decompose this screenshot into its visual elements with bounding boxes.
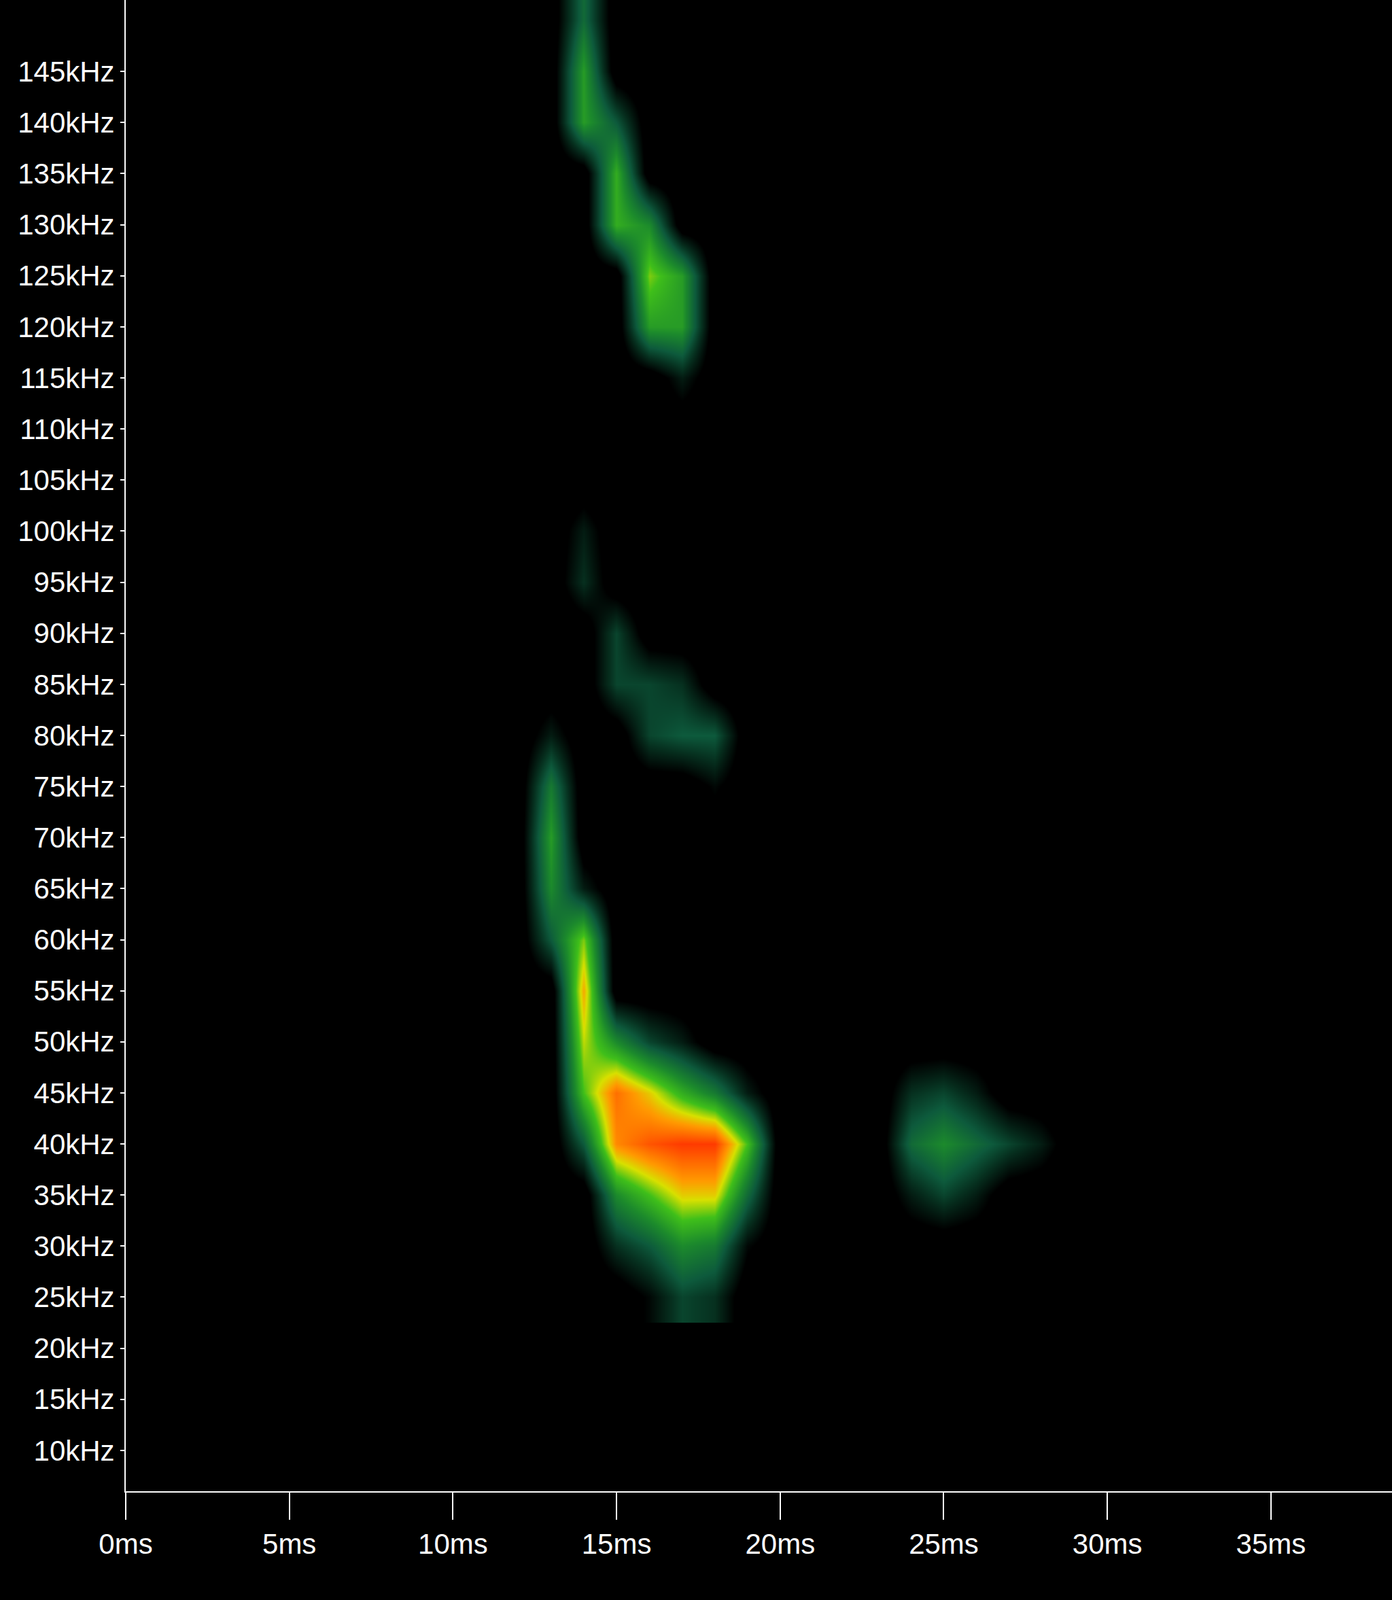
- svg-text:70kHz: 70kHz: [33, 821, 115, 854]
- svg-text:40kHz: 40kHz: [33, 1128, 115, 1161]
- svg-text:130kHz: 130kHz: [17, 208, 115, 241]
- svg-text:15kHz: 15kHz: [33, 1383, 115, 1416]
- svg-text:20ms: 20ms: [744, 1527, 815, 1560]
- svg-text:85kHz: 85kHz: [33, 668, 115, 701]
- svg-text:95kHz: 95kHz: [33, 566, 115, 599]
- svg-text:120kHz: 120kHz: [17, 311, 115, 344]
- svg-text:35kHz: 35kHz: [33, 1179, 115, 1212]
- svg-text:0ms: 0ms: [98, 1527, 153, 1560]
- svg-text:50kHz: 50kHz: [33, 1025, 115, 1058]
- svg-text:80kHz: 80kHz: [33, 719, 115, 752]
- svg-text:110kHz: 110kHz: [19, 413, 115, 446]
- svg-text:30ms: 30ms: [1072, 1527, 1143, 1560]
- svg-text:125kHz: 125kHz: [17, 259, 115, 292]
- svg-text:55kHz: 55kHz: [33, 974, 115, 1007]
- svg-text:45kHz: 45kHz: [33, 1077, 115, 1110]
- svg-text:15ms: 15ms: [581, 1527, 652, 1560]
- svg-text:65kHz: 65kHz: [33, 872, 115, 905]
- svg-text:30kHz: 30kHz: [33, 1230, 115, 1263]
- svg-text:60kHz: 60kHz: [33, 923, 115, 956]
- svg-text:5ms: 5ms: [262, 1527, 317, 1560]
- svg-text:20kHz: 20kHz: [33, 1332, 115, 1365]
- svg-text:90kHz: 90kHz: [33, 617, 115, 650]
- svg-text:75kHz: 75kHz: [33, 770, 115, 803]
- svg-text:115kHz: 115kHz: [19, 362, 115, 395]
- svg-text:10kHz: 10kHz: [33, 1434, 115, 1467]
- svg-text:145kHz: 145kHz: [17, 55, 115, 88]
- svg-text:105kHz: 105kHz: [17, 464, 115, 497]
- svg-text:25kHz: 25kHz: [33, 1281, 115, 1314]
- svg-text:135kHz: 135kHz: [17, 157, 115, 190]
- svg-text:100kHz: 100kHz: [17, 515, 115, 548]
- svg-text:35ms: 35ms: [1236, 1527, 1307, 1560]
- svg-text:140kHz: 140kHz: [17, 106, 115, 139]
- svg-text:10ms: 10ms: [418, 1527, 489, 1560]
- svg-text:25ms: 25ms: [908, 1527, 979, 1560]
